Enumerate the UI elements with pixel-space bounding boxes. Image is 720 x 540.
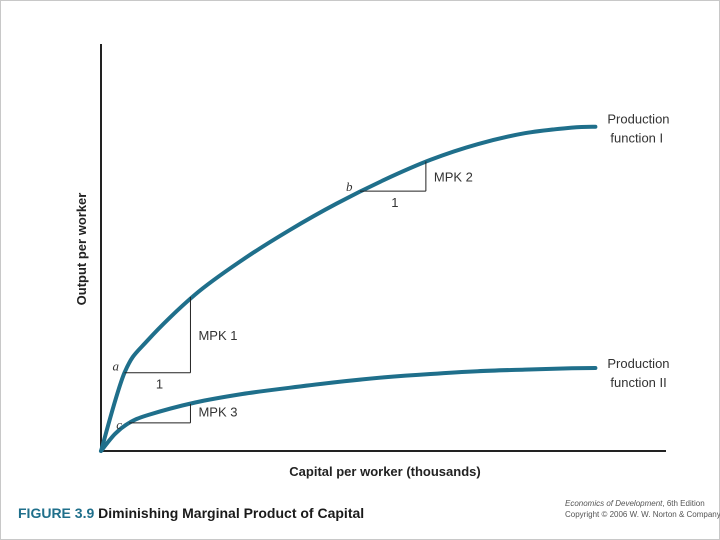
production-function-2-label-line: Production — [607, 356, 669, 371]
production-function-1-label: Production function I — [607, 112, 669, 146]
production-function-2-label-line: function II — [610, 375, 666, 390]
production-function-1-curve — [99, 124, 598, 453]
figure-title: Diminishing Marginal Product of Capital — [98, 505, 365, 521]
slope-triangle-3-rise-label: MPK 3 — [198, 404, 237, 419]
chart-curves — [99, 124, 598, 453]
point-label-b: b — [346, 179, 353, 194]
chart-slope-triangles — [124, 161, 427, 424]
slope-triangle-1-run-label: 1 — [156, 377, 163, 392]
production-function-1-label-line: Production — [607, 112, 669, 127]
point-label-a: a — [113, 359, 120, 374]
figure-number: FIGURE 3.9 — [18, 505, 95, 521]
production-function-1-label-line: function I — [610, 131, 663, 146]
production-function-2-curve — [99, 366, 598, 453]
slope-triangle-1-rise-label: MPK 1 — [198, 328, 237, 343]
slope-triangle-2-rise-label: MPK 2 — [434, 169, 473, 184]
production-function-2-label: Production function II — [607, 356, 669, 390]
publisher-credit: Economics of Development, 6th Edition Co… — [565, 498, 720, 520]
y-axis-label: Output per worker — [74, 193, 89, 306]
point-label-c: c — [116, 417, 122, 432]
figure-caption: FIGURE 3.9 Diminishing Marginal Product … — [18, 505, 364, 521]
credit-copyright: Copyright © 2006 W. W. Norton & Company — [565, 510, 720, 519]
slope-triangle-2-run-label: 1 — [391, 195, 398, 210]
credit-edition: , 6th Edition — [662, 499, 705, 508]
chart-axes — [100, 44, 666, 452]
x-axis-label: Capital per worker (thousands) — [289, 464, 480, 479]
credit-book: Economics of Development — [565, 499, 663, 508]
